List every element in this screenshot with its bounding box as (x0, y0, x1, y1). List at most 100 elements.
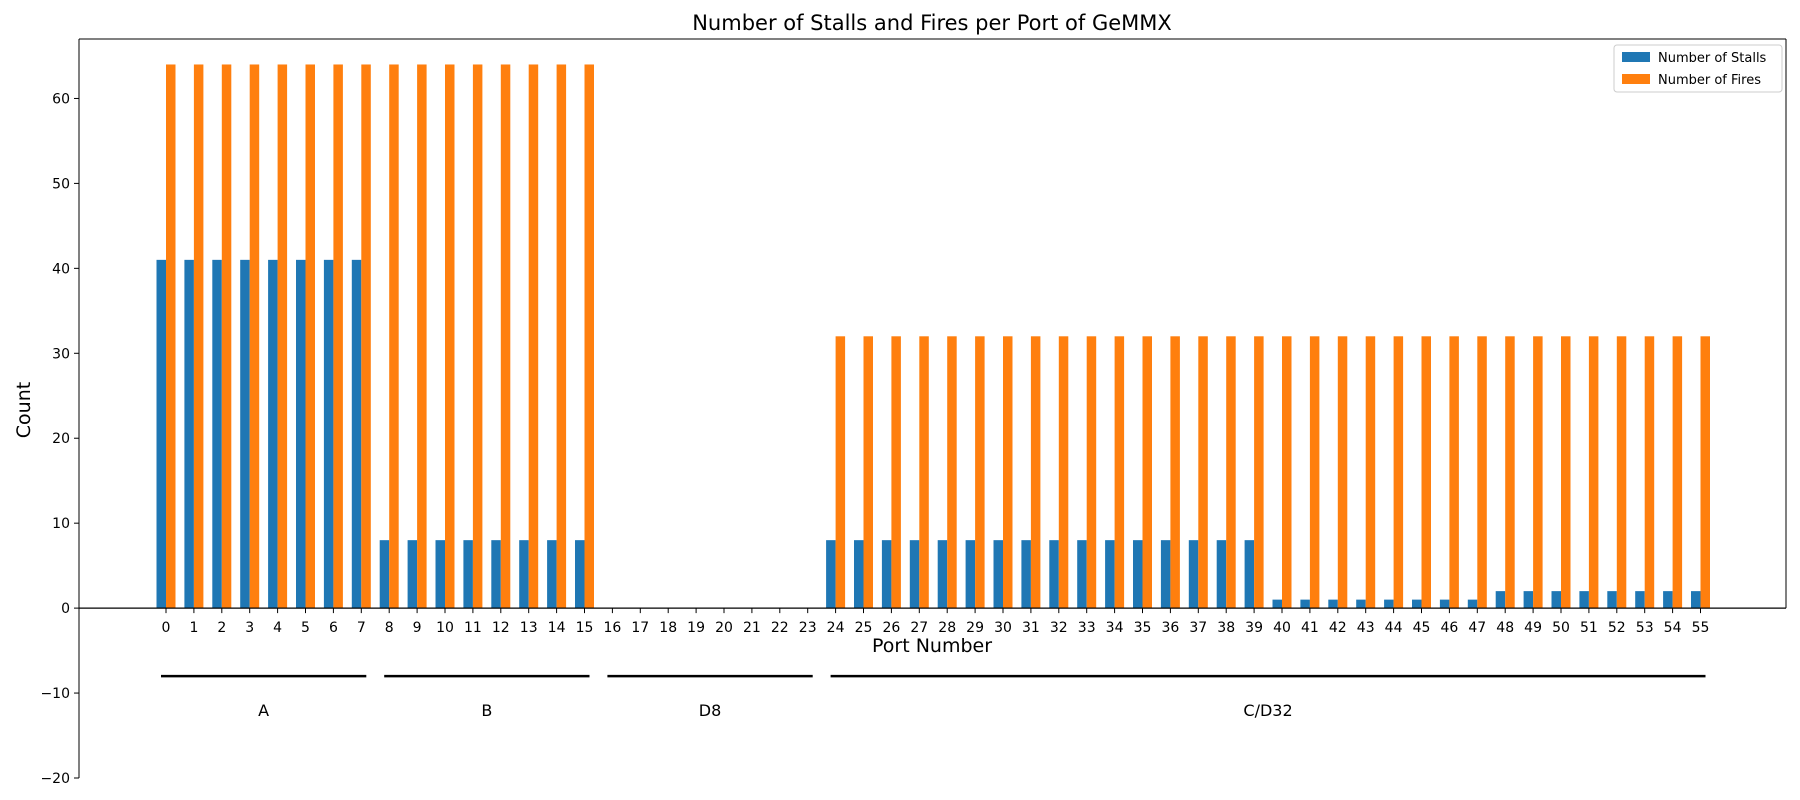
x-tick-label: 13 (520, 620, 538, 636)
fire-bar (1003, 336, 1013, 609)
fire-bar (528, 64, 539, 609)
stall-bar (1328, 599, 1338, 609)
x-tick-label: 42 (1329, 620, 1347, 636)
fire-bar (1700, 336, 1710, 609)
x-tick-label: 14 (548, 620, 566, 636)
stall-bar (296, 259, 306, 609)
x-tick-label: 4 (273, 620, 282, 636)
x-tick-label: 32 (1050, 620, 1068, 636)
stall-bar (1412, 599, 1422, 609)
fire-bar (1505, 336, 1515, 609)
fire-bar (1365, 336, 1376, 609)
y-tick-label: 30 (52, 346, 70, 362)
stall-bar (1551, 591, 1561, 609)
x-tick-label: 6 (329, 620, 338, 636)
stall-bar (1021, 540, 1031, 609)
x-tick-label: 33 (1078, 620, 1096, 636)
x-tick-label: 15 (576, 620, 594, 636)
stall-bar (1607, 591, 1617, 609)
fire-bar (1142, 336, 1152, 609)
fire-bar (1588, 336, 1599, 609)
x-tick-label: 30 (994, 620, 1012, 636)
x-tick-label: 40 (1273, 620, 1291, 636)
stall-bar (1467, 599, 1478, 609)
stall-bar (1077, 540, 1087, 609)
x-tick-label: 34 (1106, 620, 1124, 636)
fire-bar (1030, 336, 1041, 609)
stall-bar (323, 259, 334, 609)
y-tick-label: 10 (52, 516, 70, 532)
stall-bar (854, 540, 864, 609)
x-tick-label: 35 (1134, 620, 1152, 636)
stall-bar (1133, 540, 1143, 609)
stall-bar (547, 540, 557, 609)
x-tick-label: 50 (1552, 620, 1570, 636)
x-tick-label: 51 (1580, 620, 1598, 636)
stall-bar (993, 540, 1003, 609)
x-tick-label: 10 (436, 620, 454, 636)
y-tick-label: 20 (52, 431, 70, 447)
fire-bar (947, 336, 957, 609)
x-tick-label: 8 (385, 620, 394, 636)
fire-bar (1114, 336, 1125, 609)
stall-bar (1439, 599, 1450, 609)
stall-bar (407, 540, 418, 609)
fire-bar (1533, 336, 1543, 609)
fire-bar (333, 64, 343, 609)
x-tick-label: 41 (1301, 620, 1319, 636)
fire-bar (166, 64, 176, 609)
x-tick-label: 36 (1161, 620, 1179, 636)
y-axis-label: Count (13, 382, 35, 438)
x-tick-label: 28 (938, 620, 956, 636)
stall-bar (1356, 599, 1366, 609)
fire-bar (556, 64, 567, 609)
stall-bar (184, 259, 194, 609)
x-tick-label: 53 (1636, 620, 1654, 636)
group-label: A (258, 701, 269, 720)
stall-bar (1188, 540, 1199, 609)
plot-frame (78, 38, 1787, 778)
legend-swatch-fires (1622, 74, 1650, 84)
fire-bar (305, 64, 315, 609)
y-axis: −20 −10 0 10 20 30 40 50 60 (40, 91, 79, 787)
fire-bar (500, 64, 511, 609)
fire-bar (361, 64, 371, 609)
port-group-annotations: A B D8 C/D32 (161, 674, 1706, 720)
stall-bar (937, 540, 948, 609)
bars (156, 64, 1710, 609)
x-tick-label: 55 (1692, 620, 1710, 636)
x-tick-label: 1 (189, 620, 198, 636)
stall-bar (435, 540, 445, 609)
x-tick-label: 0 (162, 620, 171, 636)
x-tick-label: 12 (492, 620, 510, 636)
y-tick-label: −10 (40, 686, 70, 702)
fire-bar (1170, 336, 1180, 609)
x-tick-label: 5 (301, 620, 310, 636)
legend-label-fires: Number of Fires (1658, 73, 1761, 88)
stall-bar (1691, 591, 1701, 609)
fire-bar (919, 336, 929, 609)
x-tick-label: 20 (715, 620, 733, 636)
x-tick-label: 9 (413, 620, 422, 636)
stall-bar (1272, 599, 1282, 609)
x-tick-label: 48 (1496, 620, 1514, 636)
fire-bar (1616, 336, 1627, 609)
stall-bar (965, 540, 976, 609)
group-label: D8 (699, 701, 722, 720)
legend: Number of Stalls Number of Fires (1613, 44, 1783, 93)
fire-bar (1226, 336, 1236, 609)
legend-swatch-stalls (1622, 52, 1650, 62)
stall-bar (351, 259, 362, 609)
x-tick-label: 26 (882, 620, 900, 636)
fire-bar (417, 64, 427, 609)
x-tick-label: 27 (910, 620, 928, 636)
fire-bar (1254, 336, 1264, 609)
x-tick-label: 54 (1664, 620, 1682, 636)
x-tick-label: 52 (1608, 620, 1626, 636)
fire-bar (863, 336, 873, 609)
fire-bar (975, 336, 985, 609)
stall-bar (1579, 591, 1589, 609)
stall-bar (909, 540, 920, 609)
fire-bar (1337, 336, 1348, 609)
x-tick-label: 47 (1468, 620, 1486, 636)
